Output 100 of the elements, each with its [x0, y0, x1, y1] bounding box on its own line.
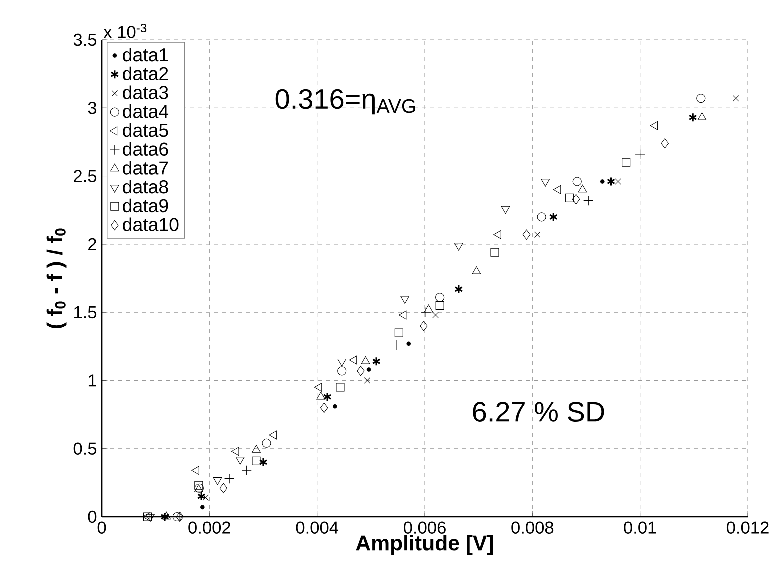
point [553, 185, 562, 194]
point [572, 177, 582, 186]
point [494, 230, 502, 240]
legend-label: data10 [123, 218, 179, 232]
y-tick-label: 1.5 [74, 306, 97, 319]
point [400, 296, 410, 304]
point [252, 456, 261, 466]
point [320, 402, 328, 414]
point [146, 514, 155, 522]
y-axis-title: ( f$_{0}$ - f ) / f$_{0}$ [46, 228, 67, 328]
point [578, 184, 588, 193]
point [194, 481, 204, 490]
y-tick-label: 0.5 [74, 442, 97, 455]
point [572, 194, 580, 205]
point [372, 356, 381, 366]
y-tick-label: 2.5 [74, 170, 97, 182]
point [398, 310, 407, 320]
point [262, 438, 272, 448]
point [424, 304, 434, 313]
point [522, 230, 531, 240]
point [259, 458, 268, 468]
x-tick-label: 0.004 [296, 522, 339, 534]
point [172, 512, 182, 522]
point [197, 492, 206, 502]
point [584, 196, 594, 206]
point [661, 138, 669, 149]
point [336, 383, 345, 392]
point [232, 447, 240, 456]
annotation: 6.27 % SD [473, 402, 604, 422]
point [213, 478, 222, 486]
text: x 10$^{-3}$ [104, 24, 147, 38]
point [635, 149, 646, 160]
legend-label: data7 [123, 161, 168, 175]
point [420, 321, 428, 332]
legend-label: data5 [123, 123, 168, 138]
x-tick-label: 0.002 [188, 522, 230, 534]
point [615, 178, 622, 185]
point [454, 243, 464, 251]
point [541, 179, 550, 187]
point [314, 383, 322, 392]
point [252, 445, 261, 453]
point [364, 378, 370, 384]
point [357, 366, 365, 376]
point [454, 284, 464, 294]
x-tick-label: 0 [98, 522, 106, 534]
legend-label: data2 [123, 66, 168, 81]
x-tick-label: 0.008 [512, 522, 554, 534]
point [236, 457, 245, 465]
point [696, 94, 706, 104]
point [224, 474, 235, 484]
legend-label: data3 [123, 86, 168, 100]
point [432, 312, 439, 318]
point [472, 266, 482, 274]
point [392, 340, 402, 350]
point [323, 392, 332, 402]
point [160, 512, 170, 522]
point [622, 158, 631, 167]
point [698, 112, 707, 120]
point [566, 194, 574, 202]
y-tick-label: 3 [88, 102, 97, 114]
legend-label: data9 [123, 198, 168, 213]
point [421, 307, 432, 318]
point [688, 112, 698, 122]
point [501, 206, 510, 214]
point [534, 232, 541, 238]
y-tick-label: 1 [88, 374, 96, 387]
y-tick-label: 2 [88, 238, 96, 250]
point [607, 176, 616, 187]
point [316, 392, 326, 400]
point [490, 248, 500, 257]
x-tick-label: 0.012 [726, 522, 769, 534]
point [650, 121, 658, 130]
point [394, 328, 404, 338]
point [242, 466, 252, 476]
point [406, 342, 411, 346]
point [733, 95, 740, 102]
point [549, 212, 558, 222]
point [202, 494, 209, 502]
point [269, 430, 277, 440]
x-tick-label: 0.01 [624, 522, 656, 534]
point [361, 356, 370, 364]
y-tick-label: 3.5 [74, 34, 97, 46]
legend-label: data1 [123, 48, 168, 62]
point [143, 512, 152, 522]
point [200, 505, 205, 510]
point [537, 212, 546, 222]
legend-label: data4 [123, 104, 169, 118]
legend-label: data6 [123, 142, 168, 156]
point [349, 356, 358, 365]
point [338, 366, 347, 376]
annotation: 0.316=η$_{AVG}$ [276, 89, 416, 115]
y-tick-label: 0 [88, 510, 97, 524]
x-axis-title: Amplitude [V] [356, 535, 494, 556]
point [436, 301, 444, 310]
point [220, 483, 228, 494]
point [436, 293, 445, 302]
point [192, 466, 200, 476]
point [338, 358, 347, 367]
point [366, 368, 372, 372]
x-tick-label: 0.006 [404, 522, 446, 534]
